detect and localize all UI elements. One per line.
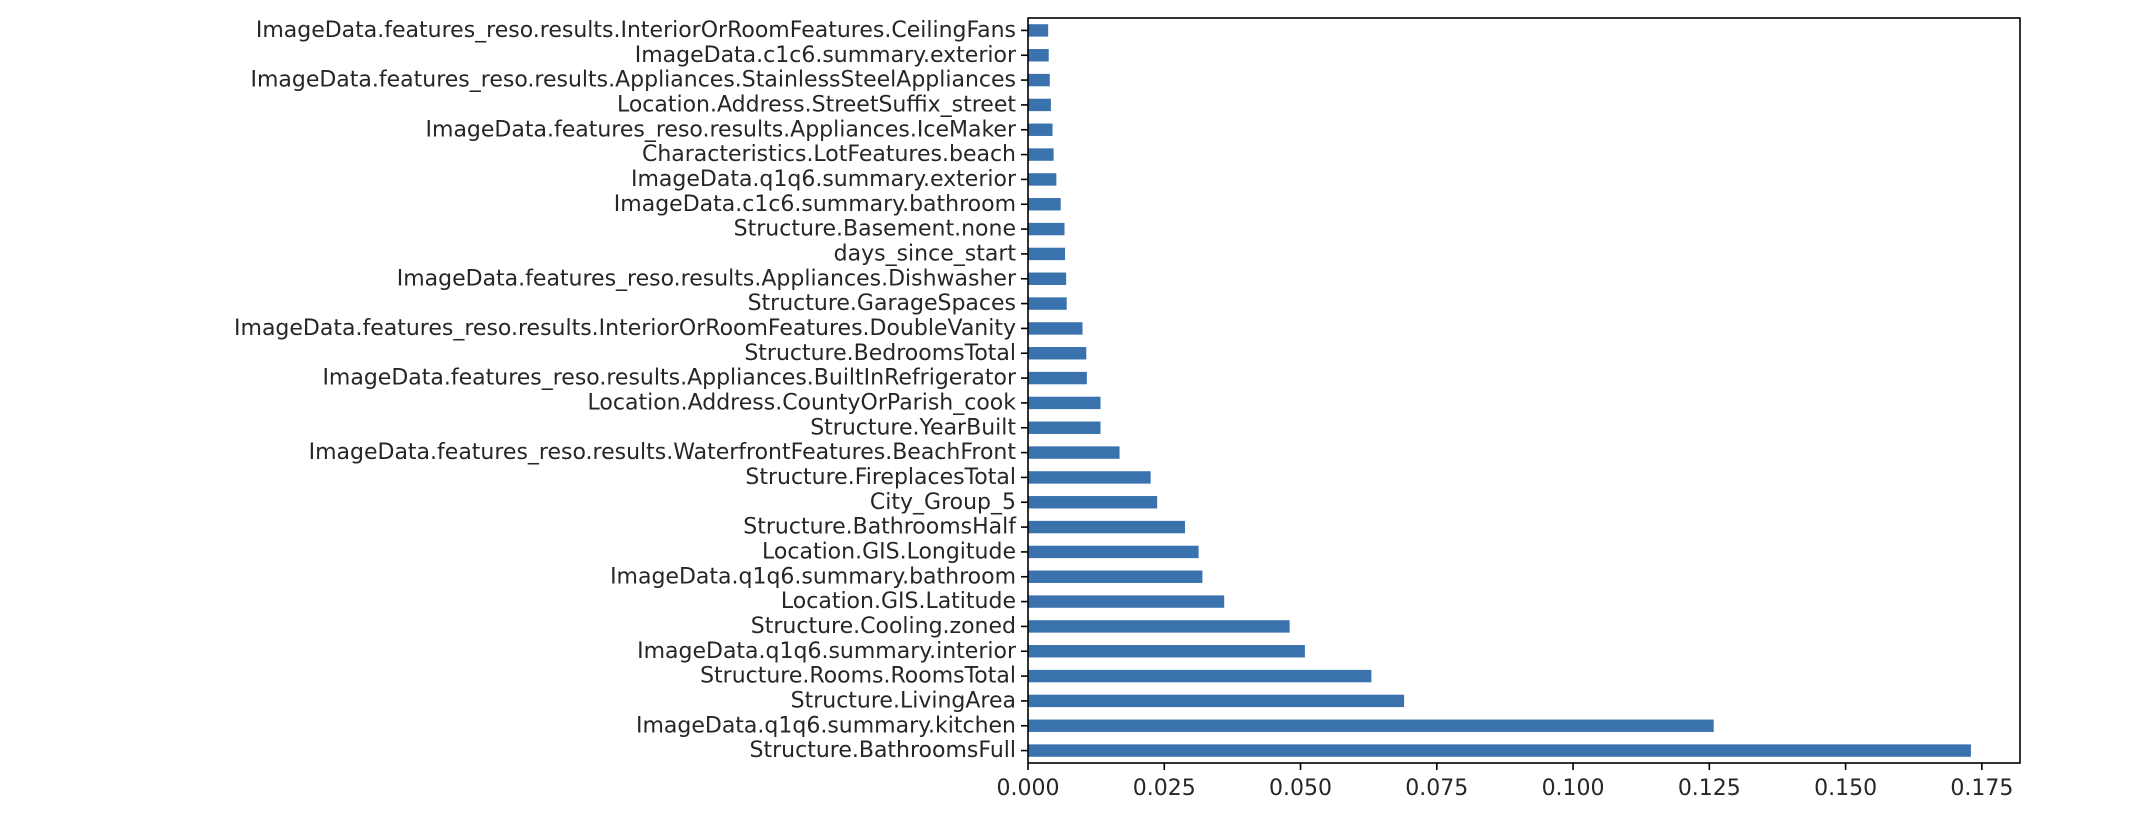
bar — [1028, 222, 1065, 236]
bar — [1028, 73, 1050, 87]
bar — [1028, 520, 1185, 534]
x-tick-label: 0.100 — [1542, 776, 1605, 801]
bar — [1028, 123, 1053, 136]
category-label: ImageData.features_reso.results.Applianc… — [250, 68, 1016, 93]
bar — [1028, 421, 1101, 434]
bar — [1028, 669, 1372, 683]
bar — [1028, 49, 1049, 62]
bar — [1028, 595, 1225, 608]
bar — [1028, 545, 1199, 559]
x-tick-label: 0.000 — [997, 776, 1060, 801]
category-label: Location.Address.CountyOrParish_cook — [588, 390, 1017, 415]
bar — [1028, 272, 1067, 285]
bar — [1028, 198, 1061, 211]
bar — [1028, 719, 1714, 732]
bar — [1028, 446, 1120, 459]
category-label: Structure.YearBuilt — [810, 415, 1016, 440]
category-label: ImageData.features_reso.results.Waterfro… — [309, 440, 1017, 465]
category-label: ImageData.q1q6.summary.bathroom — [610, 564, 1016, 589]
category-label: Structure.Basement.none — [734, 217, 1016, 242]
bar — [1028, 496, 1158, 509]
x-tick-label: 0.050 — [1269, 776, 1332, 801]
category-label: Structure.FireplacesTotal — [745, 465, 1016, 490]
bar — [1028, 297, 1067, 310]
category-label: ImageData.features_reso.results.Applianc… — [322, 366, 1017, 391]
category-label: ImageData.q1q6.summary.interior — [637, 639, 1017, 664]
category-label: ImageData.c1c6.summary.bathroom — [614, 192, 1016, 217]
bar-series — [1028, 24, 1971, 757]
x-tick-label: 0.075 — [1405, 776, 1468, 801]
category-label: Location.Address.StreetSuffix_street — [617, 92, 1016, 117]
x-axis-ticks: 0.000 0.025 0.050 0.075 0.100 0.125 0.150 0.175 — [997, 763, 2013, 801]
bar — [1028, 620, 1290, 633]
category-label: ImageData.q1q6.summary.kitchen — [636, 713, 1016, 738]
category-label: ImageData.features_reso.results.Interior… — [256, 18, 1016, 43]
category-label: Structure.BedroomsTotal — [744, 341, 1016, 366]
bar — [1028, 471, 1151, 484]
x-tick-label: 0.125 — [1678, 776, 1741, 801]
category-label: Characteristics.LotFeatures.beach — [642, 142, 1016, 167]
category-label: ImageData.features_reso.results.Interior… — [234, 316, 1016, 341]
category-labels: ImageData.features_reso.results.Interior… — [234, 18, 1028, 763]
bar — [1028, 322, 1083, 335]
bar — [1028, 396, 1101, 410]
bar — [1028, 24, 1049, 37]
bar — [1028, 148, 1054, 161]
x-tick-label: 0.150 — [1814, 776, 1877, 801]
bar — [1028, 570, 1203, 583]
category-label: days_since_start — [834, 241, 1017, 266]
category-label: Structure.BathroomsFull — [750, 738, 1016, 763]
bar — [1028, 645, 1305, 658]
category-label: Location.GIS.Latitude — [781, 589, 1016, 614]
category-label: Structure.Rooms.RoomsTotal — [700, 664, 1016, 689]
category-label: Structure.GarageSpaces — [748, 291, 1016, 316]
bar — [1028, 347, 1087, 360]
bar — [1028, 98, 1051, 112]
bar — [1028, 744, 1971, 757]
category-label: ImageData.q1q6.summary.exterior — [631, 167, 1017, 192]
x-tick-label: 0.175 — [1950, 776, 2013, 801]
x-tick-label: 0.025 — [1133, 776, 1196, 801]
bar — [1028, 694, 1405, 708]
category-label: ImageData.features_reso.results.Applianc… — [426, 117, 1017, 142]
category-label: ImageData.c1c6.summary.exterior — [635, 43, 1017, 68]
axes-frame — [1027, 17, 2021, 764]
category-label: Structure.Cooling.zoned — [751, 614, 1016, 639]
bar — [1028, 173, 1057, 186]
bar — [1028, 371, 1087, 385]
category-label: Structure.LivingArea — [791, 688, 1016, 713]
category-label: ImageData.features_reso.results.Applianc… — [397, 266, 1017, 291]
bar — [1028, 247, 1066, 261]
category-label: Location.GIS.Longitude — [762, 539, 1016, 564]
category-label: Structure.BathroomsHalf — [743, 515, 1017, 540]
category-label: City_Group_5 — [870, 490, 1016, 515]
